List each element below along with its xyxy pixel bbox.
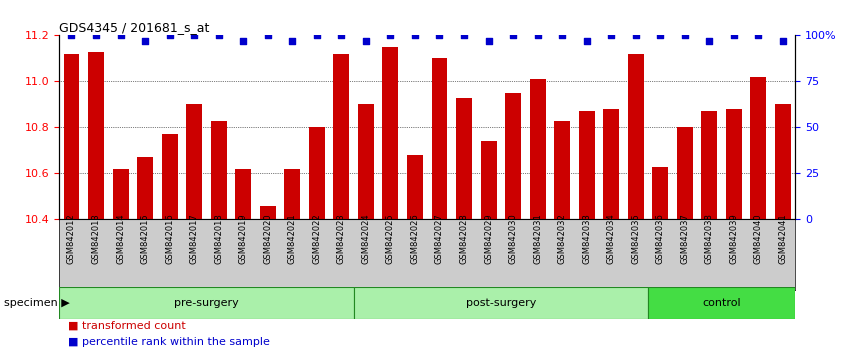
Bar (530, 79, 546, 219)
Text: post-surgery: post-surgery (465, 298, 536, 308)
Bar (481, 141, 497, 219)
Point (653, 33, 667, 38)
Text: pre-surgery: pre-surgery (174, 298, 239, 308)
Point (383, 33, 397, 38)
Point (64, 33, 78, 38)
Point (530, 33, 544, 38)
Bar (88, 51, 104, 219)
Text: specimen ▶: specimen ▶ (4, 298, 70, 308)
Bar (652, 166, 668, 219)
Text: control: control (702, 298, 741, 308)
Point (187, 33, 201, 38)
Point (432, 33, 446, 38)
Bar (333, 54, 349, 219)
Bar (701, 112, 717, 219)
Bar (186, 104, 202, 219)
Bar (309, 127, 325, 219)
Bar (284, 169, 300, 219)
Point (457, 33, 470, 38)
Point (604, 33, 618, 38)
Bar (211, 120, 227, 219)
Text: ■ percentile rank within the sample: ■ percentile rank within the sample (68, 337, 270, 347)
Text: GDS4345 / 201681_s_at: GDS4345 / 201681_s_at (59, 21, 210, 34)
Point (481, 38, 495, 44)
Bar (628, 54, 644, 219)
Bar (113, 169, 129, 219)
Point (89, 33, 102, 38)
Bar (162, 135, 178, 219)
Bar (726, 109, 742, 219)
Point (162, 33, 176, 38)
Point (261, 33, 274, 38)
Bar (603, 109, 619, 219)
Bar (235, 169, 251, 219)
Bar (579, 112, 595, 219)
Bar (554, 120, 570, 219)
Bar (750, 77, 766, 219)
Point (212, 33, 225, 38)
Point (285, 38, 299, 44)
Bar (505, 93, 521, 219)
Bar (648, 287, 795, 319)
Bar (354, 287, 648, 319)
Point (629, 33, 642, 38)
Bar (456, 97, 472, 219)
Bar (137, 157, 153, 219)
Point (555, 33, 569, 38)
Bar (260, 206, 276, 219)
Point (776, 38, 789, 44)
Point (138, 38, 151, 44)
Bar (382, 47, 398, 219)
Point (678, 33, 691, 38)
Bar (407, 155, 423, 219)
Point (408, 33, 421, 38)
Text: ■ transformed count: ■ transformed count (68, 321, 185, 331)
Point (727, 33, 740, 38)
Point (310, 33, 323, 38)
Bar (59, 287, 354, 319)
Point (580, 38, 593, 44)
Point (334, 33, 348, 38)
Point (751, 33, 765, 38)
Point (113, 33, 127, 38)
Point (702, 38, 716, 44)
Bar (431, 58, 448, 219)
Bar (358, 104, 374, 219)
Point (506, 33, 519, 38)
Point (236, 38, 250, 44)
Bar (775, 104, 791, 219)
Bar (677, 127, 693, 219)
Bar (63, 54, 80, 219)
Point (359, 38, 372, 44)
